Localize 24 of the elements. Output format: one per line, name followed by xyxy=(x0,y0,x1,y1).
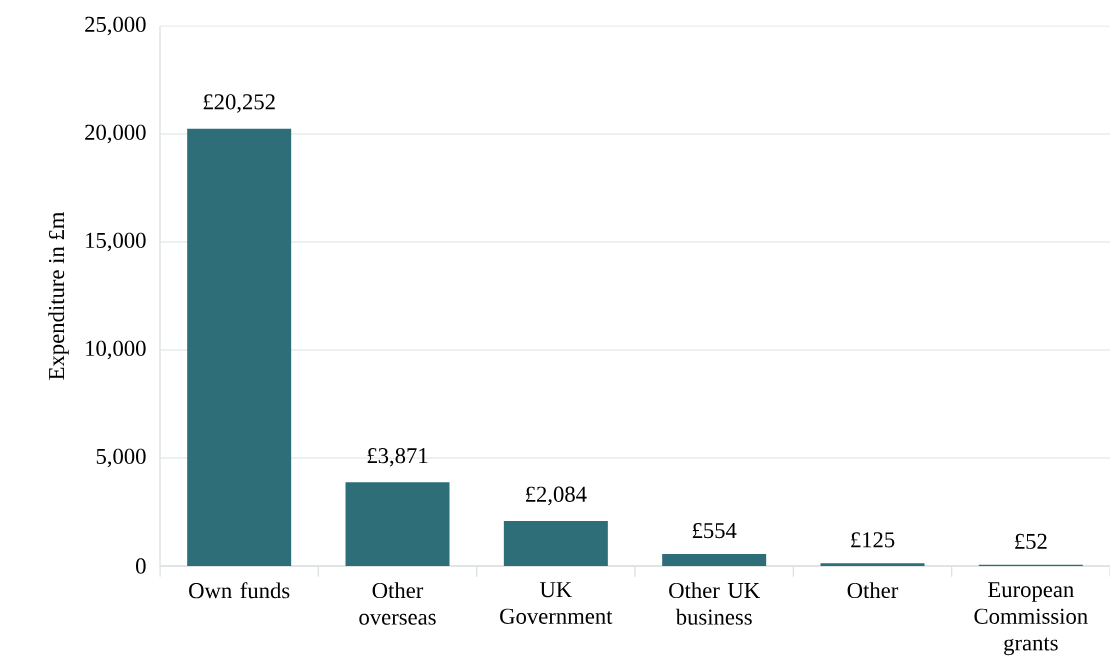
y-tick-label: 20,000 xyxy=(85,124,146,144)
data-label: £52 xyxy=(1015,533,1047,550)
data-label: £20,252 xyxy=(203,94,275,113)
y-tick-label: 15,000 xyxy=(86,232,146,252)
x-tick-label: Other xyxy=(847,582,899,599)
x-tick-label: Own funds xyxy=(189,582,290,599)
data-label: £3,871 xyxy=(367,447,428,467)
data-label: £554 xyxy=(692,522,737,539)
bar xyxy=(345,482,450,566)
bar xyxy=(187,128,292,566)
bar xyxy=(503,520,608,566)
x-tick-label: Other overseas xyxy=(359,582,436,625)
y-axis-title: Expenditure in £m xyxy=(48,211,69,380)
data-label: £2,084 xyxy=(526,486,587,506)
x-tick-label: UK Government xyxy=(500,582,613,624)
x-tick-label: Other UK business xyxy=(669,582,760,625)
x-tick-label: European Commission grants xyxy=(974,582,1088,656)
data-label: £125 xyxy=(851,532,895,548)
bar xyxy=(820,563,925,566)
bar xyxy=(662,554,767,566)
y-tick-label: 25,000 xyxy=(85,16,146,36)
y-tick-label: 5,000 xyxy=(96,448,146,468)
y-tick-label: 10,000 xyxy=(86,340,146,360)
y-tick-label: 0 xyxy=(136,558,146,574)
